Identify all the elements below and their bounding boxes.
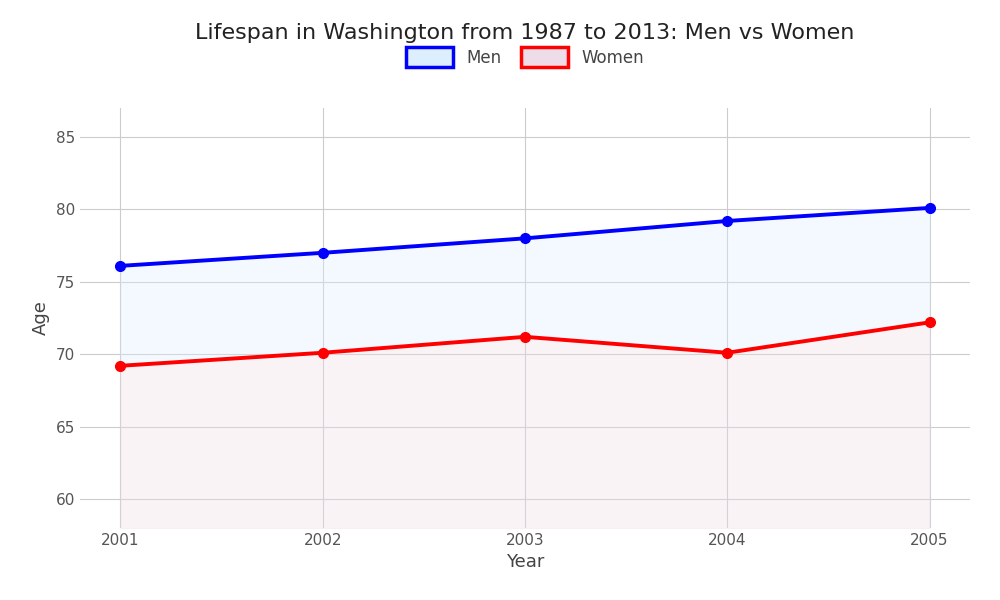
- X-axis label: Year: Year: [506, 553, 544, 571]
- Legend: Men, Women: Men, Women: [399, 41, 651, 73]
- Title: Lifespan in Washington from 1987 to 2013: Men vs Women: Lifespan in Washington from 1987 to 2013…: [195, 23, 855, 43]
- Y-axis label: Age: Age: [32, 301, 50, 335]
